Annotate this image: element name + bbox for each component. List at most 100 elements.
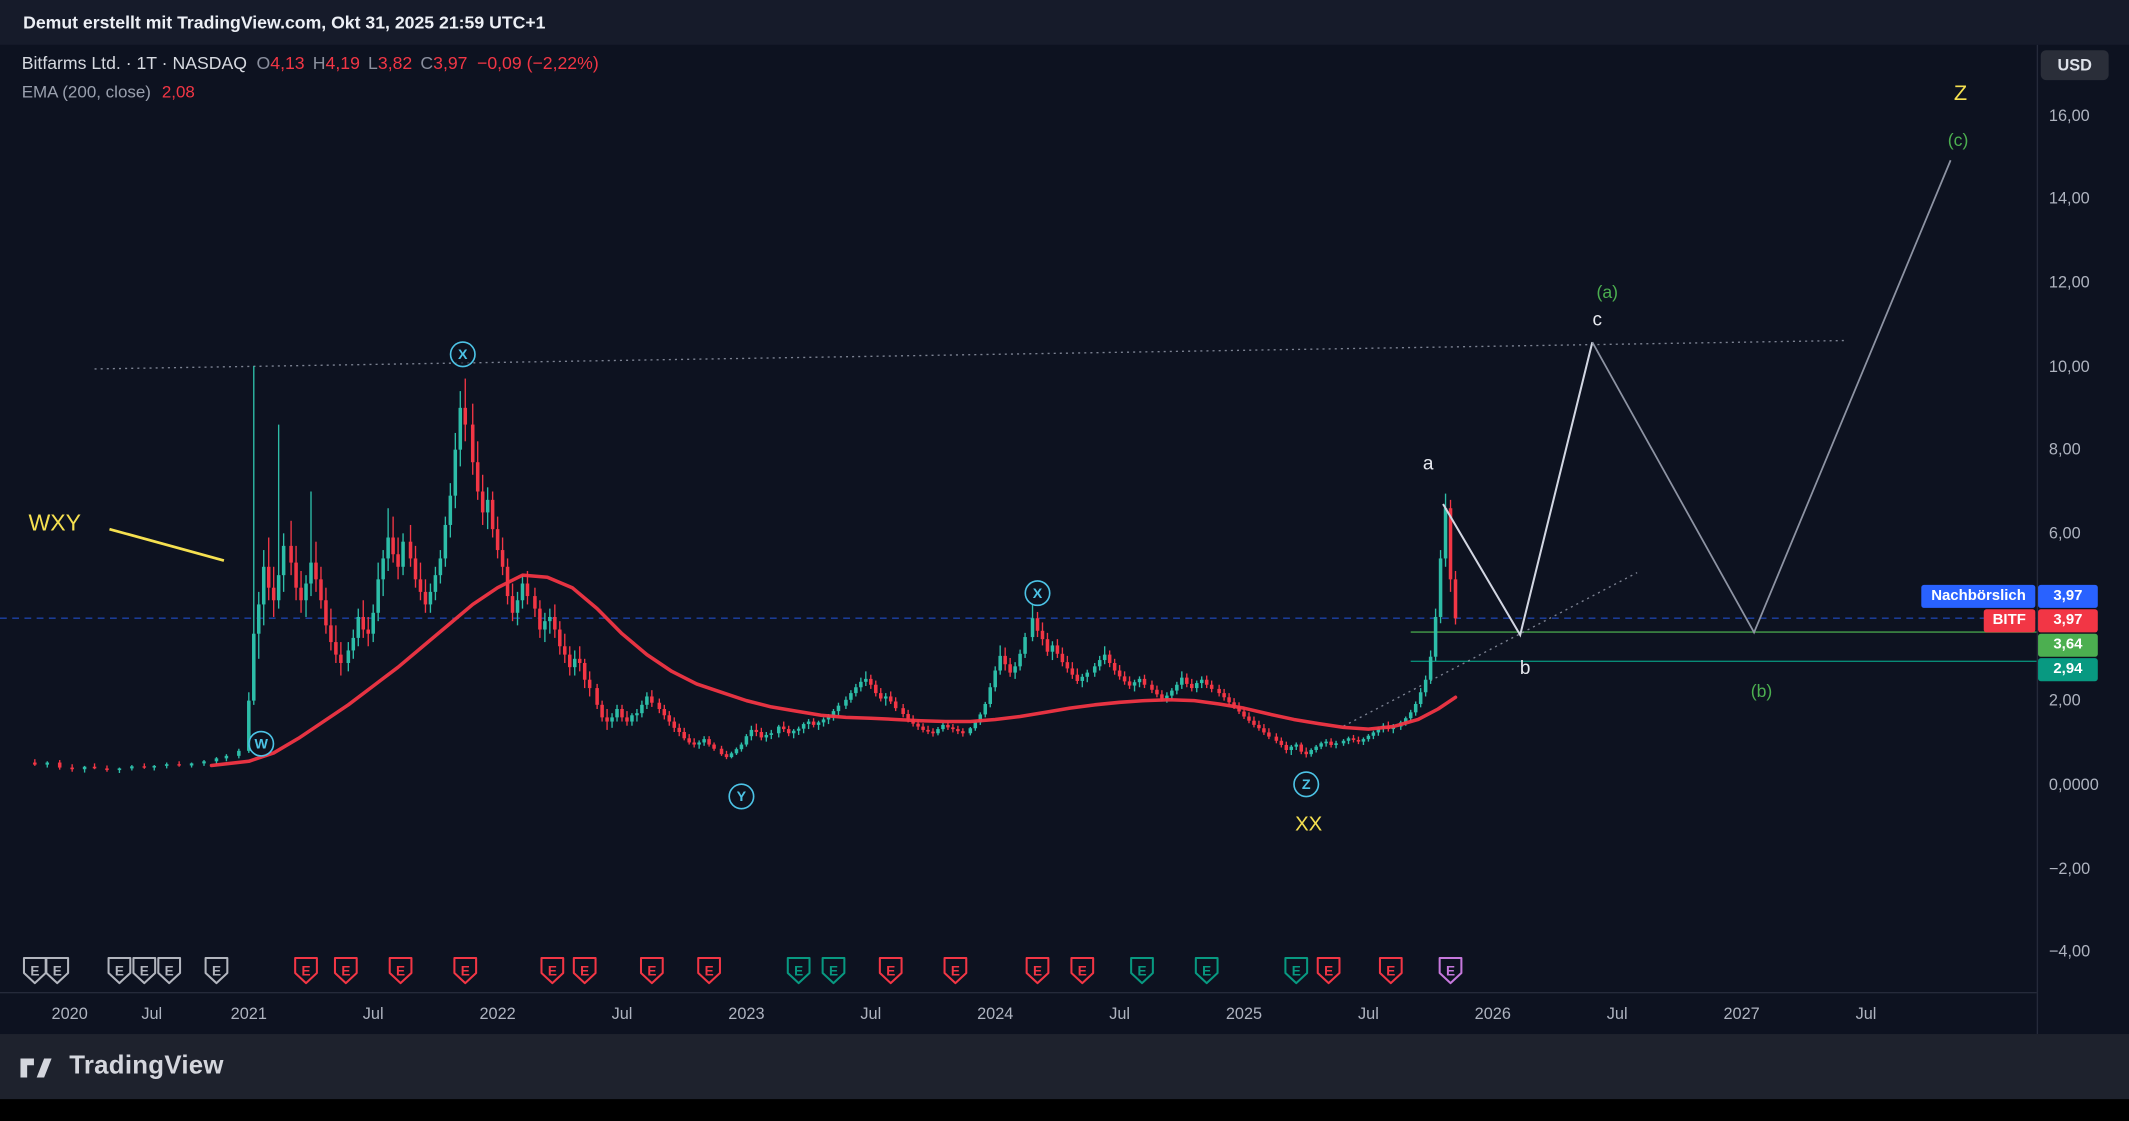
earnings-shield [786,957,811,985]
candle-body [1361,739,1366,742]
trendline[interactable] [94,339,1847,370]
earnings-icon[interactable]: E [639,957,664,985]
price-tick-label: −2,00 [2048,858,2091,878]
tradingview-brand-text[interactable]: TradingView [69,1051,224,1081]
earnings-shield [132,957,157,985]
time-axis-label: 2020 [51,1004,88,1024]
candle-body [443,524,448,559]
earnings-icon[interactable]: E [333,957,358,985]
candle-body [289,545,293,563]
candle-body [781,726,786,730]
candle-body [707,739,711,745]
earnings-icon[interactable]: E [943,957,968,985]
earnings-icon[interactable]: E [821,957,846,985]
earnings-icon[interactable]: E [572,957,597,985]
wave-circle[interactable] [1293,771,1320,798]
candle-body [764,734,769,738]
currency-button[interactable]: USD [2040,50,2109,81]
earnings-icon[interactable]: E [45,957,70,985]
symbol-title[interactable]: Bitfarms Ltd. · 1T · NASDAQ [21,52,248,74]
wave-circle[interactable] [728,783,755,810]
earnings-icon[interactable]: E [1070,957,1095,985]
indicator-legend-row[interactable]: EMA (200, close) 2,08 [22,83,599,102]
candle-body [998,655,1002,671]
earnings-icon[interactable]: E [878,957,903,985]
candle-body [1294,744,1299,747]
projection-line[interactable] [1442,341,1594,638]
earnings-icon[interactable]: E [786,957,811,985]
earnings-icon[interactable]: E [388,957,413,985]
wave-label[interactable]: Z [1954,80,1967,105]
candle-body [1267,732,1271,737]
projection-line[interactable] [1591,159,1952,635]
earnings-letter: E [580,963,589,978]
trendline[interactable] [1343,572,1638,727]
wave-circle[interactable] [449,341,476,368]
candle-body [1190,683,1194,689]
earnings-shield [1284,957,1309,985]
candle-body [548,616,552,622]
candle-body [1324,741,1328,744]
price-scale-label-row: 2,94 [2038,657,2098,681]
earnings-icon[interactable]: E [1378,957,1403,985]
earnings-icon[interactable]: E [204,957,229,985]
wave-label[interactable]: b [1520,658,1531,679]
wave-label[interactable]: XX [1295,814,1323,836]
candle-body [1289,746,1294,750]
candle-body [553,616,557,630]
wave-label[interactable]: WXY [28,510,81,536]
price-label-value: 3,97 [2038,608,2098,632]
wave-label[interactable]: (c) [1948,130,1969,150]
earnings-icon[interactable]: E [540,957,565,985]
ohlc-item: C3,97 [420,52,468,74]
wave-circle[interactable] [1024,580,1051,607]
candle-body [266,566,271,588]
candle-body [1045,639,1050,652]
wave-circle[interactable] [248,730,275,757]
candle-body [510,596,515,613]
price-axis[interactable]: 16,0014,0012,0010,008,006,004,002,000,00… [2036,44,2129,1035]
candle-body [567,654,572,668]
earnings-icon[interactable]: E [453,957,478,985]
earnings-icon[interactable]: E [1194,957,1219,985]
earnings-icon[interactable]: E [1438,957,1463,985]
candles-series[interactable] [33,366,1458,773]
candle-body [376,579,380,613]
earnings-icon[interactable]: E [132,957,157,985]
wave-label[interactable]: a [1423,454,1434,475]
time-axis-label: Jul [611,1004,633,1024]
earnings-icon[interactable]: E [1316,957,1341,985]
candle-body [57,762,62,768]
candle-body [1423,679,1428,693]
earnings-icon[interactable]: E [22,957,47,985]
earnings-shield [157,957,182,985]
wave-label[interactable]: (b) [1751,681,1773,701]
wave-label[interactable]: (a) [1596,282,1618,302]
candle-body [1085,672,1090,677]
tradingview-logo[interactable] [20,1051,57,1082]
candle-body [620,708,624,718]
candle-body [351,637,356,651]
time-axis[interactable]: 2020 Jul 2021 Jul 2022 Jul 2023 Jul 2024 Jul 2025 J… [0,991,2129,1035]
candle-body [1408,712,1413,719]
symbol-legend-row[interactable]: Bitfarms Ltd. · 1T · NASDAQ O4,13 H4,19 L3… [22,53,599,73]
earnings-icon[interactable]: E [1025,957,1050,985]
earnings-icon[interactable]: E [697,957,721,985]
candle-body [324,600,328,626]
candle-body [500,550,505,567]
screenshot-caption-bar: Demut erstellt mit TradingView.com, Okt … [0,0,2129,45]
earnings-icon[interactable]: E [1284,957,1309,985]
earnings-icon[interactable]: E [157,957,182,985]
wave-label[interactable]: c [1593,309,1603,330]
earnings-shield [1378,957,1403,985]
earnings-icon[interactable]: E [1130,957,1154,985]
ema-line[interactable] [209,573,1458,768]
candle-body [276,575,281,601]
earnings-shield [1194,957,1219,985]
earnings-icon[interactable]: E [294,957,318,985]
earnings-letter: E [705,963,714,978]
earnings-icon[interactable]: E [107,957,132,985]
candle-body [1075,674,1080,681]
callout-line[interactable] [109,527,225,562]
